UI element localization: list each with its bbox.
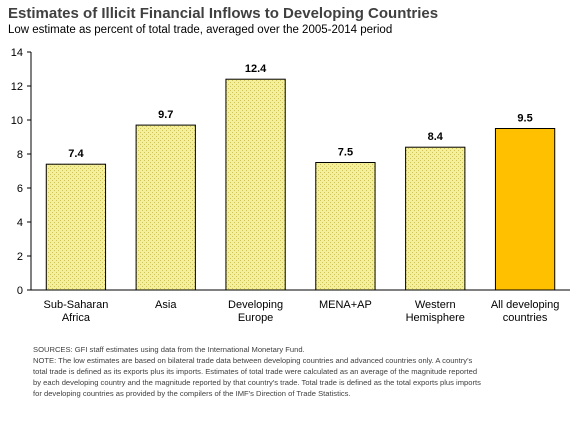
y-tick-label: 10	[11, 115, 23, 127]
chart-subtitle: Low estimate as percent of total trade, …	[8, 24, 393, 36]
y-tick-label: 14	[11, 47, 23, 59]
x-tick-label: Asia	[155, 299, 177, 311]
x-tick-label: All developing	[491, 299, 560, 311]
data-label: 7.5	[338, 147, 353, 159]
y-tick-label: 4	[17, 217, 23, 229]
x-tick-label: Western	[415, 299, 456, 311]
data-label: 9.5	[517, 113, 532, 125]
note-line: total trade is defined as its exports pl…	[33, 367, 478, 376]
x-tick-label: countries	[503, 312, 548, 324]
bar	[135, 124, 196, 291]
y-tick-label: 6	[17, 183, 23, 195]
x-tick-label: Sub-Saharan	[44, 299, 109, 311]
data-label: 8.4	[428, 131, 444, 143]
note-line: for developing countries as provided by …	[33, 389, 351, 398]
y-tick-label: 2	[17, 251, 23, 263]
chart-title: Estimates of Illicit Financial Inflows t…	[8, 5, 439, 22]
data-label: 7.4	[68, 148, 84, 160]
x-tick-label: Hemisphere	[406, 312, 465, 324]
bar	[405, 146, 466, 291]
y-tick-label: 12	[11, 81, 23, 93]
sources-note: SOURCES: GFI staff estimates using data …	[33, 345, 305, 354]
x-tick-label: Developing	[228, 299, 283, 311]
x-tick-label: Africa	[62, 312, 91, 324]
bar	[45, 163, 107, 291]
chart-notes: SOURCES: GFI staff estimates using data …	[33, 344, 578, 399]
data-label: 9.7	[158, 109, 173, 121]
y-tick-label: 0	[17, 285, 23, 297]
x-tick-label: Europe	[238, 312, 273, 324]
bar	[494, 128, 556, 291]
bar	[225, 78, 286, 291]
bar	[315, 162, 376, 291]
note-line: by each developing country and the magni…	[33, 378, 481, 387]
note-line: NOTE: The low estimates are based on bil…	[33, 356, 473, 365]
y-tick-label: 8	[17, 149, 23, 161]
data-label: 12.4	[245, 63, 267, 75]
x-tick-label: MENA+AP	[319, 299, 372, 311]
